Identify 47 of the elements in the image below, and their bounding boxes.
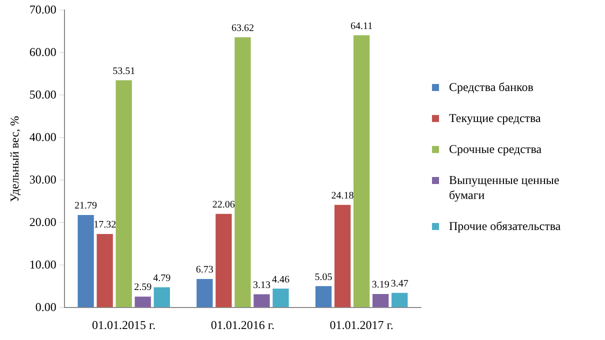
legend-label: Средства банков bbox=[449, 80, 534, 95]
data-label: 5.05 bbox=[314, 272, 332, 283]
y-tick-label: 10.00 bbox=[29, 257, 56, 272]
bar bbox=[216, 214, 232, 308]
y-axis-title: Удельный вес, % bbox=[7, 116, 22, 202]
bar bbox=[134, 296, 151, 308]
x-tick-label: 01.01.2016 г. bbox=[210, 318, 274, 332]
data-label: 4.46 bbox=[272, 274, 290, 286]
data-label: 21.79 bbox=[74, 200, 98, 212]
bar bbox=[154, 287, 170, 308]
bar bbox=[272, 288, 289, 308]
bar bbox=[96, 234, 113, 308]
data-label: 24.18 bbox=[331, 190, 354, 202]
bar bbox=[196, 279, 213, 308]
bar bbox=[372, 294, 389, 308]
x-tick-label: 01.01.2015 г. bbox=[92, 318, 156, 332]
bar bbox=[353, 35, 370, 308]
bar bbox=[116, 80, 132, 308]
bar bbox=[254, 294, 270, 308]
legend-label: Прочие обязательства bbox=[449, 219, 561, 234]
data-label: 3.19 bbox=[372, 280, 390, 291]
legend-label: Выпущенные ценные бумаги bbox=[449, 173, 560, 203]
y-tick-label: 40.00 bbox=[29, 130, 56, 144]
data-label: 17.32 bbox=[94, 220, 116, 231]
y-tick-label: 50.00 bbox=[29, 87, 56, 102]
data-label: 6.73 bbox=[196, 264, 214, 276]
data-label: 64.11 bbox=[350, 20, 373, 32]
data-label: 3.13 bbox=[252, 280, 270, 291]
y-tick-label: 70.00 bbox=[29, 2, 56, 16]
legend-label: Срочные средства bbox=[449, 142, 542, 157]
data-label: 22.06 bbox=[212, 200, 235, 210]
y-tick-label: 0.00 bbox=[35, 300, 56, 314]
y-tick-label: 60.00 bbox=[29, 44, 56, 59]
bar bbox=[234, 37, 251, 308]
y-tick-label: 20.00 bbox=[29, 214, 56, 229]
data-label: 63.62 bbox=[231, 22, 254, 34]
legend-label: Текущие средства bbox=[449, 111, 541, 126]
bar bbox=[315, 286, 332, 308]
y-tick-label: 30.00 bbox=[29, 172, 56, 186]
data-label: 53.51 bbox=[112, 66, 136, 77]
bar bbox=[334, 204, 351, 308]
data-label: 4.79 bbox=[153, 272, 171, 284]
data-label: 3.47 bbox=[390, 278, 408, 290]
x-tick-label: 01.01.2017 г. bbox=[330, 318, 394, 332]
data-label: 2.59 bbox=[134, 282, 152, 294]
bar bbox=[392, 292, 408, 308]
bar bbox=[78, 215, 94, 308]
